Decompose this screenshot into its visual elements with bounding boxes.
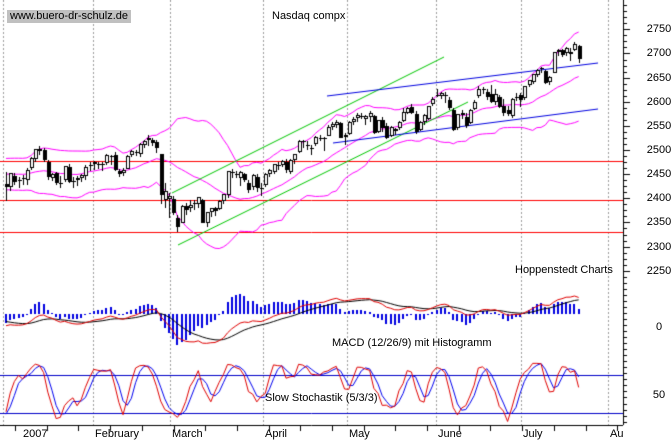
x-axis-label: April: [265, 428, 288, 440]
y-axis-label: 50: [652, 389, 666, 401]
y-axis-label: 2450: [646, 168, 671, 181]
chart-title: Nasdaq compx: [272, 10, 346, 22]
x-axis-label: May: [349, 428, 370, 440]
x-axis-label: Au: [610, 428, 624, 440]
credit-label: Hoppenstedt Charts: [515, 264, 613, 276]
x-axis-label: July: [523, 428, 543, 440]
y-axis-label: 0: [655, 321, 663, 333]
y-axis-label: 2650: [646, 71, 671, 84]
x-axis-label: February: [95, 428, 140, 440]
y-axis-label: 2350: [646, 216, 671, 229]
y-axis-label: 2550: [646, 119, 671, 132]
y-axis-label: 2750: [646, 23, 671, 36]
y-axis-label: 2700: [646, 47, 671, 60]
y-axis-label: 2400: [646, 192, 671, 205]
stoch-label: Slow Stochastik (5/3/3): [265, 392, 378, 404]
x-axis-label: 2007: [23, 428, 48, 440]
y-axis-label: 2300: [646, 240, 671, 253]
macd-label: MACD (12/26/9) mit Histogramm: [332, 337, 492, 349]
x-axis-label: June: [438, 428, 462, 440]
y-axis-label: 2600: [646, 95, 671, 108]
x-axis-label: March: [172, 428, 203, 440]
y-axis-label: 2500: [646, 144, 671, 156]
y-axis-label: 2250: [646, 264, 671, 277]
watermark: www.buero-dr-schulz.de: [7, 10, 131, 23]
